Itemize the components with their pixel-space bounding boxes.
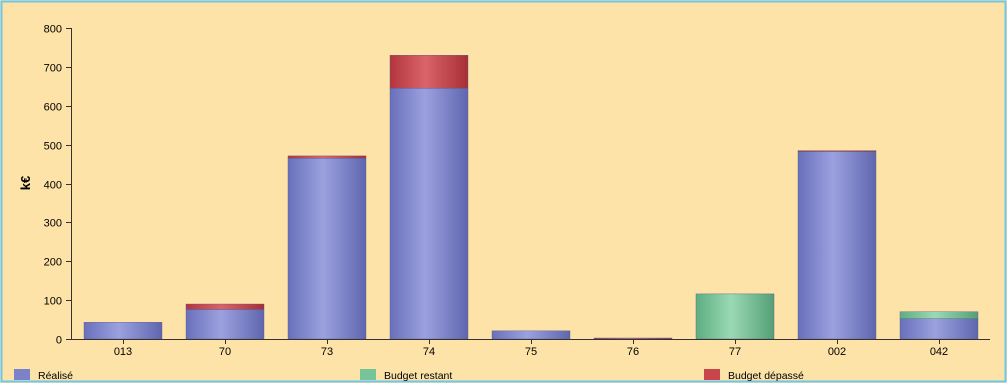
x-tick-label: 013 bbox=[114, 346, 132, 358]
y-tick-label: 400 bbox=[44, 180, 62, 192]
y-tick-label: 200 bbox=[44, 257, 62, 269]
legend-swatch bbox=[704, 369, 720, 380]
y-axis: 0 100 200 300 400 500 600 700 800 bbox=[44, 24, 72, 347]
legend-label: Budget dépassé bbox=[728, 370, 804, 382]
legend-label: Réalisé bbox=[38, 370, 73, 382]
x-tick-label: 002 bbox=[828, 346, 846, 358]
y-axis-label: k€ bbox=[18, 176, 33, 190]
bar-budget-restant-042 bbox=[899, 311, 979, 319]
bar-budget-d-pass--76 bbox=[593, 337, 673, 340]
bar-r-alis--013 bbox=[83, 322, 163, 340]
bar-budget-restant-77 bbox=[695, 293, 775, 340]
x-tick-label: 74 bbox=[423, 346, 435, 358]
y-tick-label: 300 bbox=[44, 218, 62, 230]
x-tick-label: 70 bbox=[219, 346, 231, 358]
legend-label: Budget restant bbox=[384, 370, 452, 382]
x-tick-label: 77 bbox=[729, 346, 741, 358]
bar-r-alis--002 bbox=[797, 151, 877, 340]
legend: Réalisé Budget restant Budget dépassé bbox=[14, 369, 804, 382]
bar-budget-d-pass--70 bbox=[185, 303, 265, 310]
bar-series bbox=[83, 55, 979, 340]
bar-budget-d-pass--74 bbox=[389, 55, 469, 89]
x-axis: 013 70 73 74 75 76 77 002 042 bbox=[114, 339, 948, 358]
x-tick-label: 042 bbox=[930, 346, 948, 358]
legend-swatch bbox=[360, 369, 376, 380]
bar-budget-d-pass--73 bbox=[287, 155, 367, 159]
y-tick-label: 500 bbox=[44, 141, 62, 153]
bar-budget-d-pass--002 bbox=[797, 150, 877, 152]
bar-r-alis--74 bbox=[389, 88, 469, 340]
y-tick-label: 100 bbox=[44, 296, 62, 308]
bar-r-alis--042 bbox=[899, 318, 979, 340]
bar-r-alis--75 bbox=[491, 330, 571, 340]
x-tick-label: 76 bbox=[627, 346, 639, 358]
legend-swatch bbox=[14, 369, 30, 380]
x-tick-label: 73 bbox=[321, 346, 333, 358]
bar-r-alis--70 bbox=[185, 309, 265, 340]
y-tick-label: 700 bbox=[44, 63, 62, 75]
y-tick-label: 600 bbox=[44, 102, 62, 114]
bar-r-alis--73 bbox=[287, 158, 367, 340]
x-tick-label: 75 bbox=[525, 346, 537, 358]
y-tick-label: 0 bbox=[56, 335, 62, 347]
y-tick-label: 800 bbox=[44, 24, 62, 36]
